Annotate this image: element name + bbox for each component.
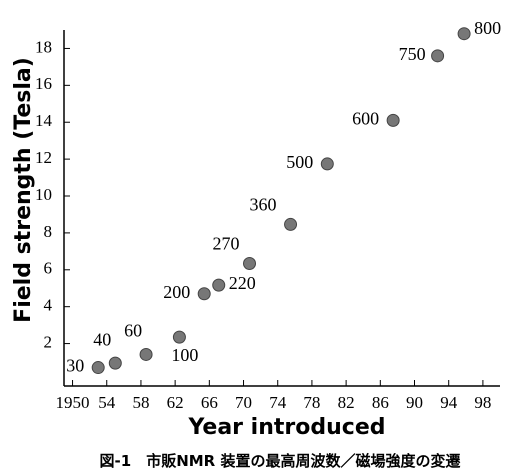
point xyxy=(139,347,153,361)
point xyxy=(284,217,298,231)
point xyxy=(431,49,445,63)
x-tick-label: 86 xyxy=(372,393,389,412)
point-label: 220 xyxy=(229,273,256,293)
y-axis-title: Field strength (Tesla) xyxy=(11,57,36,323)
point xyxy=(197,287,211,301)
caption: 図-1 市販NMR 装置の最高周波数／磁場強度の変遷 xyxy=(100,452,461,470)
point xyxy=(457,27,471,41)
y-tick-label: 16 xyxy=(35,74,52,93)
y-tick-label: 18 xyxy=(35,37,52,56)
y-tick-label: 12 xyxy=(35,148,52,167)
point xyxy=(320,157,334,171)
x-tick-label: 82 xyxy=(338,393,355,412)
x-tick-label: 78 xyxy=(303,393,320,412)
x-tick-label: 90 xyxy=(406,393,423,412)
x-axis-title: Year introduced xyxy=(188,415,386,440)
point-label: 200 xyxy=(163,282,190,302)
point xyxy=(212,278,226,292)
x-tick-label: 54 xyxy=(98,393,116,412)
point-label: 600 xyxy=(352,109,379,129)
point-label: 500 xyxy=(286,152,313,172)
x-tick-label: 1950 xyxy=(56,393,90,412)
point xyxy=(386,113,400,127)
point xyxy=(91,361,105,375)
y-tick-label: 14 xyxy=(35,111,53,130)
x-tick-label: 98 xyxy=(474,393,491,412)
x-tick-label: 74 xyxy=(269,393,287,412)
point-label: 30 xyxy=(66,356,84,376)
point-label: 800 xyxy=(474,18,501,38)
point-label: 60 xyxy=(124,321,142,341)
x-tick-label: 62 xyxy=(167,393,184,412)
point-label: 750 xyxy=(399,44,426,64)
y-tick-label: 10 xyxy=(35,185,52,204)
x-tick-label: 94 xyxy=(440,393,458,412)
y-tick-label: 2 xyxy=(44,332,53,351)
y-tick-label: 8 xyxy=(44,222,53,241)
y-tick-label: 6 xyxy=(44,259,53,278)
point-label: 270 xyxy=(213,234,240,254)
point xyxy=(108,356,122,370)
y-tick-label: 4 xyxy=(44,296,53,315)
point-label: 100 xyxy=(171,345,198,365)
point-label: 40 xyxy=(93,329,111,349)
x-tick-label: 58 xyxy=(132,393,149,412)
point xyxy=(243,257,257,271)
point-label: 360 xyxy=(250,195,277,215)
x-tick-label: 70 xyxy=(235,393,252,412)
point xyxy=(172,330,186,344)
x-tick-label: 66 xyxy=(201,393,218,412)
